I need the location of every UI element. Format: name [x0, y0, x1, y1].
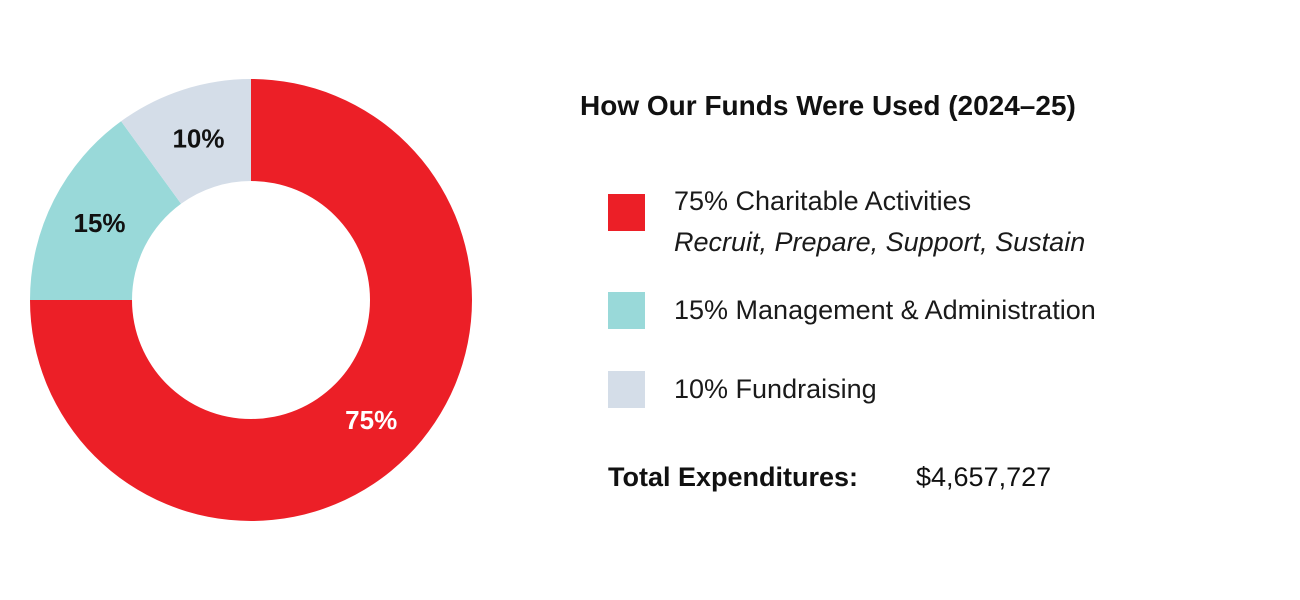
total-label: Total Expenditures: [608, 462, 859, 492]
total-expenditures: Total Expenditures: $4,657,727 [608, 462, 1051, 493]
legend-swatch-management [608, 292, 645, 329]
legend-swatch-charitable [608, 194, 645, 231]
chart-title: How Our Funds Were Used (2024–25) [580, 90, 1076, 121]
legend-label-management: 15% Management & Administration [674, 295, 1096, 325]
donut-slice-1 [30, 79, 472, 521]
legend-label-fundraising: 10% Fundraising [674, 374, 877, 404]
legend-swatch-fundraising [608, 371, 645, 408]
legend-label-charitable: 75% Charitable Activities [674, 186, 972, 216]
donut-slice-2 [30, 121, 182, 300]
donut-slice-3 [121, 79, 251, 204]
slice-label-2: 15% [74, 208, 126, 238]
donut-chart: 75% 15% 10% [30, 79, 472, 521]
slice-label-1: 75% [345, 405, 397, 435]
legend-sublabel-charitable: Recruit, Prepare, Support, Sustain [674, 227, 1086, 257]
slice-label-3: 10% [172, 123, 224, 153]
total-value: $4,657,727 [916, 462, 1052, 492]
